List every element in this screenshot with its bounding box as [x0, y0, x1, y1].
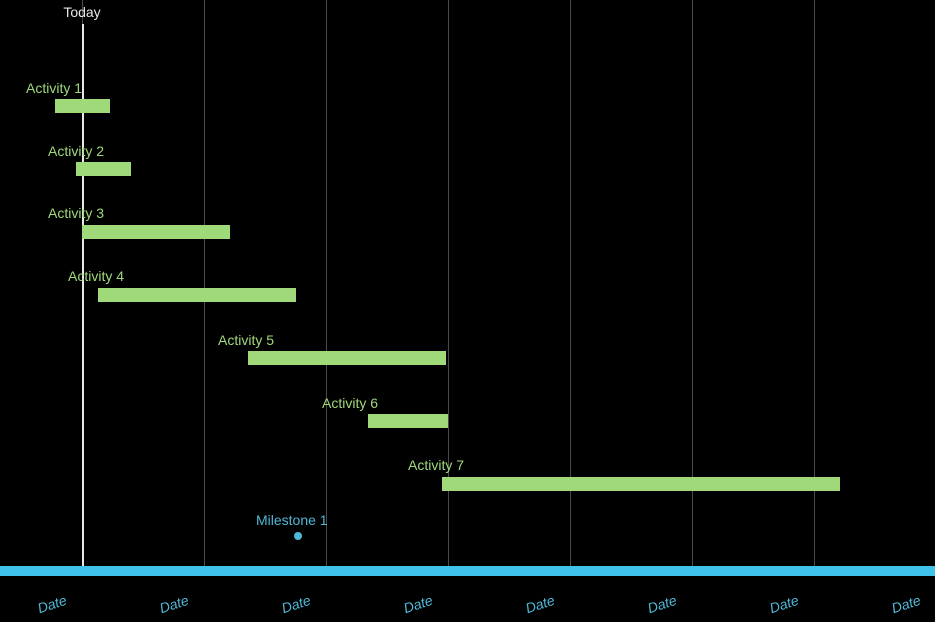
activity-label: Activity 6 [322, 395, 378, 411]
today-label: Today [63, 4, 100, 20]
activity-bar[interactable] [368, 414, 448, 428]
xaxis-date-label: Date [35, 592, 68, 616]
xaxis-date-label: Date [157, 592, 190, 616]
xaxis-date-label: Date [279, 592, 312, 616]
activity-bar[interactable] [76, 162, 131, 176]
activity-label: Activity 1 [26, 80, 82, 96]
xaxis-date-label: Date [767, 592, 800, 616]
activity-label: Activity 7 [408, 457, 464, 473]
activity-bar[interactable] [248, 351, 446, 365]
xaxis-date-label: Date [401, 592, 434, 616]
activity-bar[interactable] [98, 288, 296, 302]
activity-bar[interactable] [442, 477, 840, 491]
gantt-chart: Today Activity 1 Activity 2 Activity 3 Acti… [0, 0, 935, 572]
activity-bar[interactable] [55, 99, 110, 113]
milestone-label: Milestone 1 [256, 512, 328, 528]
activity-label: Activity 5 [218, 332, 274, 348]
xaxis-date-label: Date [889, 592, 922, 616]
activity-label: Activity 4 [68, 268, 124, 284]
gridline [326, 0, 327, 572]
milestone-dot[interactable] [294, 532, 302, 540]
activity-bar[interactable] [82, 225, 230, 239]
gridline [204, 0, 205, 572]
baseline-bar [0, 566, 935, 576]
activity-label: Activity 3 [48, 205, 104, 221]
xaxis-date-label: Date [645, 592, 678, 616]
activity-label: Activity 2 [48, 143, 104, 159]
xaxis-date-label: Date [523, 592, 556, 616]
